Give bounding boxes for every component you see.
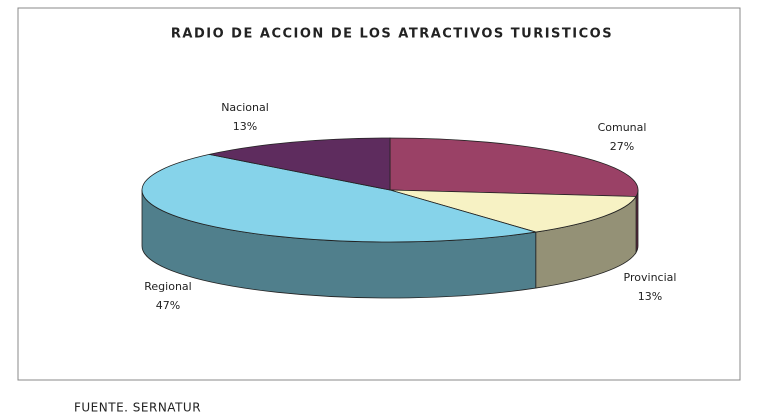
slice-label: Provincial	[624, 271, 677, 284]
slice-value-label: 47%	[156, 299, 180, 312]
slice-value-label: 13%	[638, 290, 662, 303]
pie-slice	[389, 189, 637, 233]
chart-title: RADIO DE ACCION DE LOS ATRACTIVOS TURIST…	[171, 27, 613, 42]
slice-value-label: 27%	[610, 140, 634, 153]
slice-value-label: 13%	[233, 120, 257, 133]
slice-label: Regional	[144, 280, 191, 293]
source-note: FUENTE. SERNATUR	[74, 401, 201, 415]
slice-label: Comunal	[598, 121, 647, 134]
pie-slice	[141, 153, 536, 243]
chart-frame	[17, 7, 741, 381]
pie-slice	[209, 137, 391, 191]
pie-slice	[389, 137, 639, 197]
slice-label: Nacional	[221, 101, 269, 114]
